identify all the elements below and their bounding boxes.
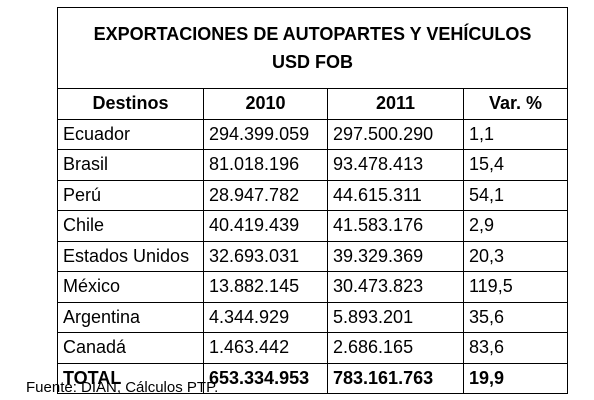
cell-var: 15,4 [463, 149, 568, 181]
cell-2011: 39.329.369 [327, 240, 464, 272]
cell-destino: Canadá [57, 332, 204, 364]
cell-2010: 4.344.929 [203, 301, 328, 333]
total-2011: 783.161.763 [327, 362, 464, 394]
cell-var: 2,9 [463, 210, 568, 242]
cell-2010: 32.693.031 [203, 240, 328, 272]
table-row: Chile 40.419.439 41.583.176 2,9 [57, 210, 568, 242]
cell-2010: 28.947.782 [203, 179, 328, 211]
cell-destino: Argentina [57, 301, 204, 333]
cell-2011: 44.615.311 [327, 179, 464, 211]
table-row: Brasil 81.018.196 93.478.413 15,4 [57, 149, 568, 181]
exports-table: EXPORTACIONES DE AUTOPARTES Y VEHÍCULOS … [57, 7, 568, 394]
total-label: TOTAL [57, 362, 204, 394]
table-title-line2: USD FOB [272, 52, 353, 72]
cell-var: 35,6 [463, 301, 568, 333]
table-row: Estados Unidos 32.693.031 39.329.369 20,… [57, 240, 568, 272]
cell-var: 54,1 [463, 179, 568, 211]
total-var: 19,9 [463, 362, 568, 394]
cell-var: 1,1 [463, 118, 568, 150]
cell-destino: México [57, 271, 204, 303]
total-2010: 653.334.953 [203, 362, 328, 394]
table-row: Perú 28.947.782 44.615.311 54,1 [57, 179, 568, 211]
table-row: Ecuador 294.399.059 297.500.290 1,1 [57, 118, 568, 150]
cell-destino: Brasil [57, 149, 204, 181]
header-2010: 2010 [203, 88, 328, 120]
cell-2010: 294.399.059 [203, 118, 328, 150]
cell-var: 119,5 [463, 271, 568, 303]
total-row: TOTAL 653.334.953 783.161.763 19,9 [57, 362, 568, 394]
header-2011: 2011 [327, 88, 464, 120]
cell-2011: 297.500.290 [327, 118, 464, 150]
header-row: Destinos 2010 2011 Var. % [57, 88, 568, 120]
table-row: Argentina 4.344.929 5.893.201 35,6 [57, 301, 568, 333]
cell-destino: Chile [57, 210, 204, 242]
cell-destino: Ecuador [57, 118, 204, 150]
source-note: Fuente: DIAN, Cálculos PTP. [26, 379, 219, 396]
table-row: México 13.882.145 30.473.823 119,5 [57, 271, 568, 303]
header-var: Var. % [463, 88, 568, 120]
cell-destino: Estados Unidos [57, 240, 204, 272]
cell-var: 20,3 [463, 240, 568, 272]
cell-2010: 40.419.439 [203, 210, 328, 242]
header-destinos: Destinos [57, 88, 204, 120]
cell-2011: 41.583.176 [327, 210, 464, 242]
cell-2011: 2.686.165 [327, 332, 464, 364]
table-row: Canadá 1.463.442 2.686.165 83,6 [57, 332, 568, 364]
title-row: EXPORTACIONES DE AUTOPARTES Y VEHÍCULOS … [57, 7, 568, 89]
cell-2011: 30.473.823 [327, 271, 464, 303]
cell-var: 83,6 [463, 332, 568, 364]
table-title-line1: EXPORTACIONES DE AUTOPARTES Y VEHÍCULOS [93, 24, 532, 44]
cell-2011: 93.478.413 [327, 149, 464, 181]
cell-2010: 1.463.442 [203, 332, 328, 364]
cell-2010: 81.018.196 [203, 149, 328, 181]
cell-destino: Perú [57, 179, 204, 211]
exports-table-container: EXPORTACIONES DE AUTOPARTES Y VEHÍCULOS … [57, 7, 568, 394]
cell-2010: 13.882.145 [203, 271, 328, 303]
cell-2011: 5.893.201 [327, 301, 464, 333]
table-title: EXPORTACIONES DE AUTOPARTES Y VEHÍCULOS … [57, 7, 568, 89]
